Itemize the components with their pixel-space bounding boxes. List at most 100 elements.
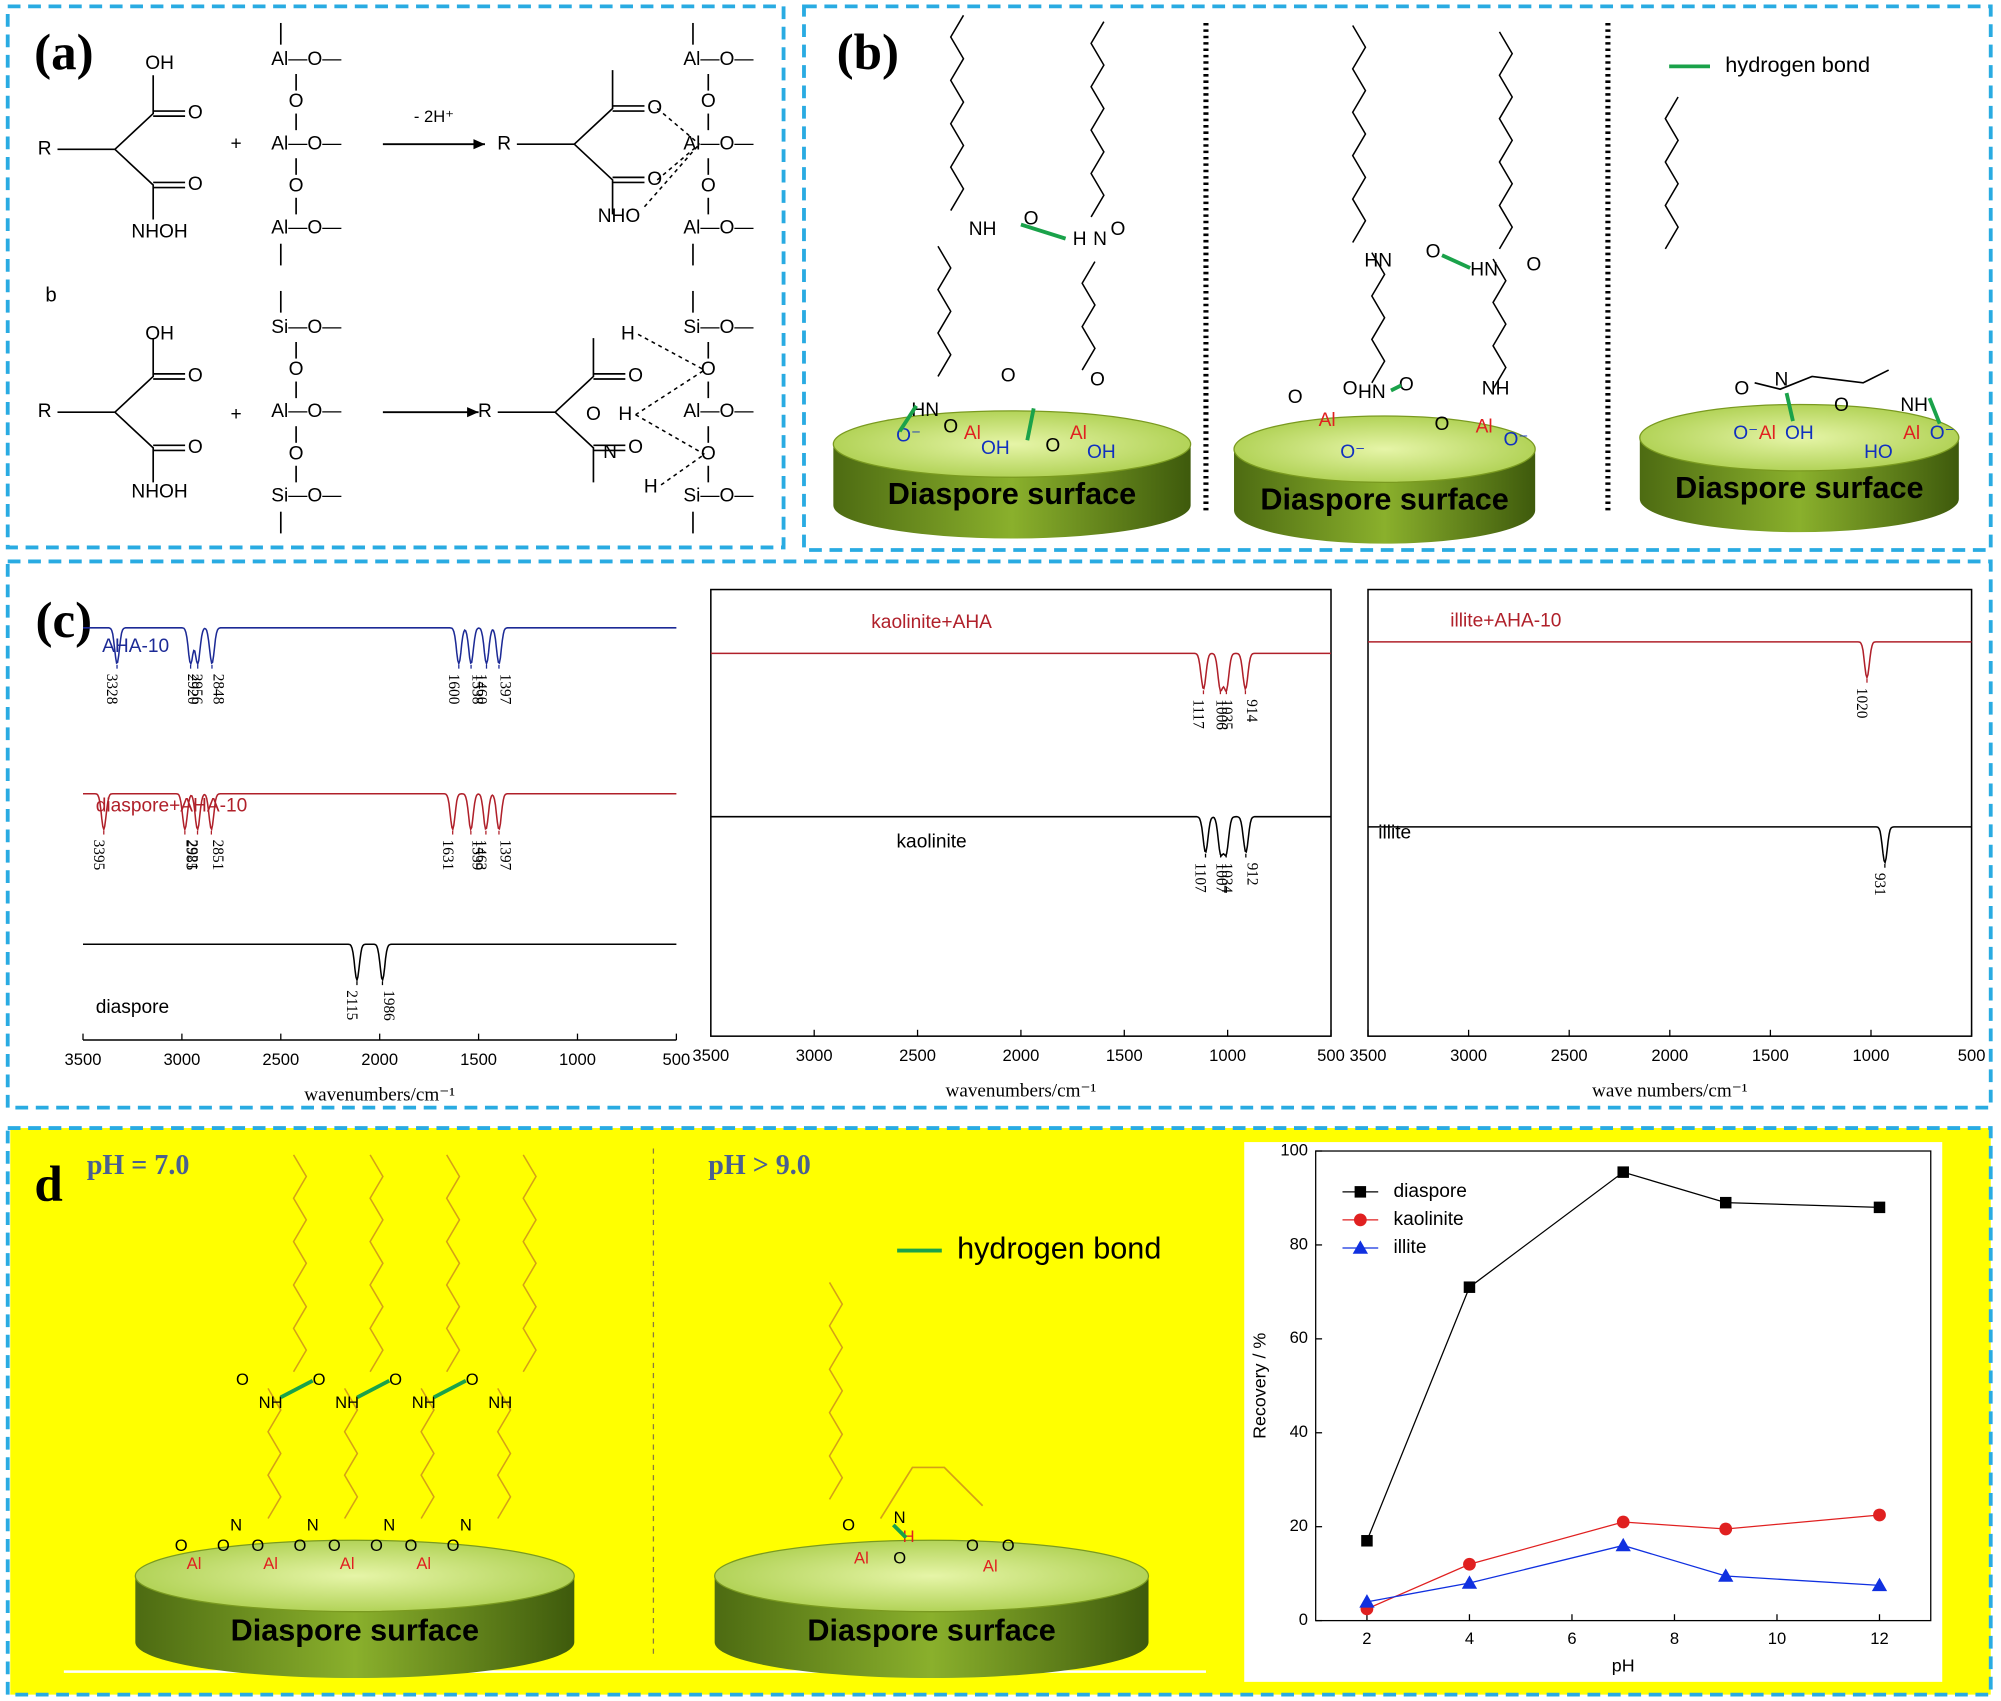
legend-marker (1354, 1186, 1367, 1198)
peak-label: 1107 (1192, 863, 1209, 893)
label: O⁻ (1733, 423, 1758, 444)
x-tick-label: 2000 (361, 1050, 398, 1069)
label: O (289, 359, 304, 380)
label: H (903, 1527, 915, 1546)
bond (114, 148, 155, 220)
legend-label: illite (1394, 1237, 1427, 1258)
bond (267, 1387, 282, 1519)
peak-label: 1631 (439, 840, 456, 871)
bond (1754, 369, 1890, 391)
bond (114, 338, 155, 413)
bond (114, 75, 155, 150)
peak-label: 1117 (1190, 699, 1207, 729)
bond (656, 107, 700, 145)
bond (949, 14, 965, 211)
label: H (618, 404, 632, 425)
label: O (701, 359, 716, 380)
label: Al (263, 1554, 278, 1573)
label: NHO (598, 206, 641, 227)
arrow-head (473, 139, 485, 150)
legend-label: hydrogen bond (1725, 52, 1870, 77)
spectrum-curve (710, 815, 1332, 857)
label: R (38, 401, 52, 422)
label: HN (1364, 251, 1392, 272)
label: HN (1470, 260, 1498, 281)
label: Al (416, 1554, 431, 1573)
bond (937, 245, 952, 377)
label: Al—O— (271, 401, 342, 422)
plot-frame (1315, 1150, 1932, 1622)
series-label: illite (1378, 822, 1411, 843)
label: O (188, 103, 203, 124)
bond (637, 333, 705, 371)
label: N (230, 1516, 242, 1535)
label: Al (1759, 423, 1776, 444)
peak-label: 931 (1871, 873, 1888, 896)
label: NHOH (131, 482, 187, 503)
label: R (478, 401, 492, 422)
label: Al—O— (683, 49, 754, 70)
x-tick-label: 500 (663, 1050, 691, 1069)
bond (445, 1154, 461, 1373)
peak-label: 3395 (90, 840, 107, 871)
panel-c-border (5, 559, 1993, 1110)
label: Al (854, 1549, 869, 1568)
label: Si—O— (683, 317, 754, 338)
scheme-label: b (45, 284, 56, 306)
marker (1719, 1196, 1732, 1209)
bond (573, 70, 614, 145)
label: R (38, 138, 52, 159)
spectrum-curve (83, 627, 677, 667)
bond (114, 411, 155, 483)
bond (554, 411, 595, 483)
y-tick-label: 20 (1290, 1516, 1308, 1535)
h-bond (1441, 253, 1471, 270)
spectrum-curve (83, 792, 677, 833)
panel-label: (b) (837, 25, 899, 81)
label: Si—O— (271, 485, 342, 506)
peak-label: 2921 (184, 840, 201, 871)
label: O (188, 366, 203, 387)
peak-label: 1006 (1213, 699, 1230, 730)
y-axis-label: Recovery / % (1250, 1333, 1270, 1439)
label: O (289, 175, 304, 196)
series-label: illite+AHA-10 (1450, 611, 1561, 632)
label: N (1775, 369, 1789, 390)
x-tick-label: 2000 (1651, 1046, 1688, 1065)
marker (1616, 1515, 1630, 1529)
bond (656, 143, 700, 181)
label: O (647, 98, 662, 119)
peak-label: 1600 (445, 674, 462, 705)
peak-label: 2985 (182, 840, 199, 871)
marker (1873, 1508, 1886, 1522)
x-axis-label: wave numbers/cm⁻¹ (1592, 1081, 1748, 1102)
bond (554, 338, 595, 413)
x-tick-label: 2500 (262, 1050, 299, 1069)
x-tick-label: 3000 (163, 1050, 200, 1069)
h-bond (898, 404, 918, 433)
legend-label: diaspore (1394, 1181, 1467, 1202)
surface-top (134, 1539, 575, 1613)
bond (828, 1282, 844, 1500)
label: N (1093, 229, 1107, 250)
label: Al (964, 423, 981, 444)
marker (1359, 1594, 1375, 1608)
bond (369, 1154, 384, 1373)
label: N (603, 442, 617, 463)
peak-label: 2920 (184, 674, 201, 705)
peak-label: 2851 (209, 840, 226, 871)
label: NH (1900, 395, 1928, 416)
label: Si—O— (271, 317, 342, 338)
label: O (966, 1536, 979, 1555)
label: O (328, 1536, 341, 1555)
label: O (236, 1370, 249, 1389)
label: O (405, 1536, 418, 1555)
series-label: kaolinite+AHA (871, 612, 992, 633)
label: O (701, 91, 716, 112)
bond (292, 1154, 308, 1373)
bond (635, 369, 705, 416)
label: O (293, 1536, 306, 1555)
label: O (893, 1549, 906, 1568)
x-tick-label: 4 (1465, 1629, 1474, 1648)
